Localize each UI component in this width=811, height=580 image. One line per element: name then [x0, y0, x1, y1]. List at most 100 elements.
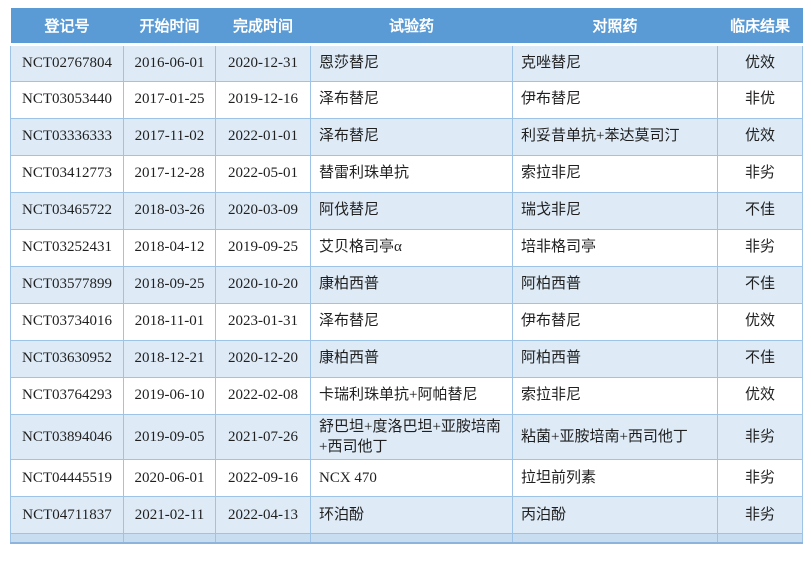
column-header-registration-id: 登记号: [10, 8, 124, 46]
cell-clinical-result: 非劣: [717, 459, 803, 497]
cell-end-date: 2020-10-20: [215, 265, 311, 304]
cell-clinical-result: 不佳: [717, 265, 803, 304]
cell-end-date: 2020-12-31: [215, 43, 311, 82]
cell-control-drug: 索拉非尼: [512, 376, 718, 415]
cell-clinical-result: 不佳: [717, 339, 803, 378]
table-row: NCT04711837 2021-02-11 2022-04-13 环泊酚 丙泊酚 非劣: [10, 496, 803, 534]
cell-clinical-result: 非劣: [717, 496, 803, 534]
cell-control-drug: 阿柏西普: [512, 265, 718, 304]
cell-end-date: 2019-12-16: [215, 80, 311, 119]
column-header-control-drug: 对照药: [512, 8, 718, 46]
table-row: NCT03894046 2019-09-05 2021-07-26 舒巴坦+度洛巴坦+…: [10, 413, 803, 460]
cell-test-drug: 泽布替尼: [310, 80, 513, 119]
cell-registration-id: NCT04711837: [10, 496, 124, 534]
cell-registration-id: NCT03764293: [10, 376, 124, 415]
footer-bar-cell: [123, 533, 216, 544]
table-row: NCT03734016 2018-11-01 2023-01-31 泽布替尼 伊布替尼优…: [10, 302, 803, 341]
cell-clinical-result: 非优: [717, 80, 803, 119]
cell-control-drug: 伊布替尼: [512, 80, 718, 119]
cell-start-date: 2018-12-21: [123, 339, 216, 378]
cell-clinical-result: 非劣: [717, 228, 803, 267]
column-header-clinical-result: 临床结果: [717, 8, 803, 46]
cell-start-date: 2018-04-12: [123, 228, 216, 267]
cell-registration-id: NCT03336333: [10, 117, 124, 156]
cell-start-date: 2019-09-05: [123, 413, 216, 460]
header-row: 登记号 开始时间 完成时间 试验药 对照药 临床结果: [10, 8, 803, 46]
table-body: NCT02767804 2016-06-01 2020-12-31 恩莎替尼 克唑替尼优…: [10, 43, 803, 544]
cell-registration-id: NCT03577899: [10, 265, 124, 304]
cell-test-drug: NCX 470: [310, 459, 513, 497]
cell-test-drug: 康柏西普: [310, 265, 513, 304]
cell-test-drug: 泽布替尼: [310, 302, 513, 341]
cell-start-date: 2020-06-01: [123, 459, 216, 497]
cell-test-drug: 康柏西普: [310, 339, 513, 378]
cell-end-date: 2022-05-01: [215, 154, 311, 193]
cell-end-date: 2022-01-01: [215, 117, 311, 156]
table-row: NCT03053440 2017-01-25 2019-12-16 泽布替尼 伊布替尼非…: [10, 80, 803, 119]
cell-control-drug: 培非格司亭: [512, 228, 718, 267]
table-row: NCT03336333 2017-11-02 2022-01-01 泽布替尼 利妥昔单抗…: [10, 117, 803, 156]
footer-bar: [10, 533, 803, 544]
cell-end-date: 2020-03-09: [215, 191, 311, 230]
cell-start-date: 2016-06-01: [123, 43, 216, 82]
cell-test-drug: 环泊酚: [310, 496, 513, 534]
cell-start-date: 2018-03-26: [123, 191, 216, 230]
cell-test-drug: 阿伐替尼: [310, 191, 513, 230]
table-row: NCT02767804 2016-06-01 2020-12-31 恩莎替尼 克唑替尼优…: [10, 43, 803, 82]
table-row: NCT03252431 2018-04-12 2019-09-25 艾贝格司亭α 培非格…: [10, 228, 803, 267]
table-row: NCT03764293 2019-06-10 2022-02-08 卡瑞利珠单抗+阿帕…: [10, 376, 803, 415]
cell-end-date: 2022-04-13: [215, 496, 311, 534]
cell-end-date: 2022-09-16: [215, 459, 311, 497]
clinical-trials-table: 登记号 开始时间 完成时间 试验药 对照药 临床结果 NCT02767804 2016-06…: [10, 8, 803, 544]
cell-start-date: 2021-02-11: [123, 496, 216, 534]
cell-control-drug: 瑞戈非尼: [512, 191, 718, 230]
cell-registration-id: NCT03734016: [10, 302, 124, 341]
cell-test-drug: 舒巴坦+度洛巴坦+亚胺培南+西司他丁: [310, 413, 513, 460]
cell-end-date: 2020-12-20: [215, 339, 311, 378]
cell-clinical-result: 优效: [717, 376, 803, 415]
table-row: NCT03412773 2017-12-28 2022-05-01 替雷利珠单抗 索拉非…: [10, 154, 803, 193]
cell-control-drug: 利妥昔单抗+苯达莫司汀: [512, 117, 718, 156]
table-header: 登记号 开始时间 完成时间 试验药 对照药 临床结果: [10, 8, 803, 46]
cell-registration-id: NCT03412773: [10, 154, 124, 193]
cell-start-date: 2017-12-28: [123, 154, 216, 193]
cell-clinical-result: 不佳: [717, 191, 803, 230]
column-header-end-date: 完成时间: [215, 8, 311, 46]
cell-control-drug: 索拉非尼: [512, 154, 718, 193]
cell-start-date: 2017-11-02: [123, 117, 216, 156]
cell-registration-id: NCT02767804: [10, 43, 124, 82]
footer-bar-cell: [10, 533, 124, 544]
cell-clinical-result: 非劣: [717, 413, 803, 460]
cell-end-date: 2023-01-31: [215, 302, 311, 341]
cell-control-drug: 拉坦前列素: [512, 459, 718, 497]
cell-control-drug: 丙泊酚: [512, 496, 718, 534]
cell-test-drug: 泽布替尼: [310, 117, 513, 156]
footer-bar-cell: [215, 533, 311, 544]
cell-registration-id: NCT03630952: [10, 339, 124, 378]
cell-control-drug: 粘菌+亚胺培南+西司他丁: [512, 413, 718, 460]
cell-end-date: 2021-07-26: [215, 413, 311, 460]
cell-registration-id: NCT03894046: [10, 413, 124, 460]
column-header-start-date: 开始时间: [123, 8, 216, 46]
cell-control-drug: 克唑替尼: [512, 43, 718, 82]
column-header-test-drug: 试验药: [310, 8, 513, 46]
footer-bar-cell: [512, 533, 718, 544]
cell-start-date: 2017-01-25: [123, 80, 216, 119]
cell-clinical-result: 优效: [717, 302, 803, 341]
cell-start-date: 2018-11-01: [123, 302, 216, 341]
cell-registration-id: NCT03252431: [10, 228, 124, 267]
cell-test-drug: 艾贝格司亭α: [310, 228, 513, 267]
table-row: NCT03630952 2018-12-21 2020-12-20 康柏西普 阿柏西普不…: [10, 339, 803, 378]
cell-registration-id: NCT04445519: [10, 459, 124, 497]
cell-test-drug: 替雷利珠单抗: [310, 154, 513, 193]
cell-end-date: 2022-02-08: [215, 376, 311, 415]
cell-clinical-result: 非劣: [717, 154, 803, 193]
footer-bar-cell: [310, 533, 513, 544]
cell-clinical-result: 优效: [717, 117, 803, 156]
cell-end-date: 2019-09-25: [215, 228, 311, 267]
cell-registration-id: NCT03465722: [10, 191, 124, 230]
cell-control-drug: 阿柏西普: [512, 339, 718, 378]
table-row: NCT04445519 2020-06-01 2022-09-16 NCX 470 拉坦…: [10, 459, 803, 497]
page: 登记号 开始时间 完成时间 试验药 对照药 临床结果 NCT02767804 2016-06…: [10, 8, 803, 544]
cell-control-drug: 伊布替尼: [512, 302, 718, 341]
